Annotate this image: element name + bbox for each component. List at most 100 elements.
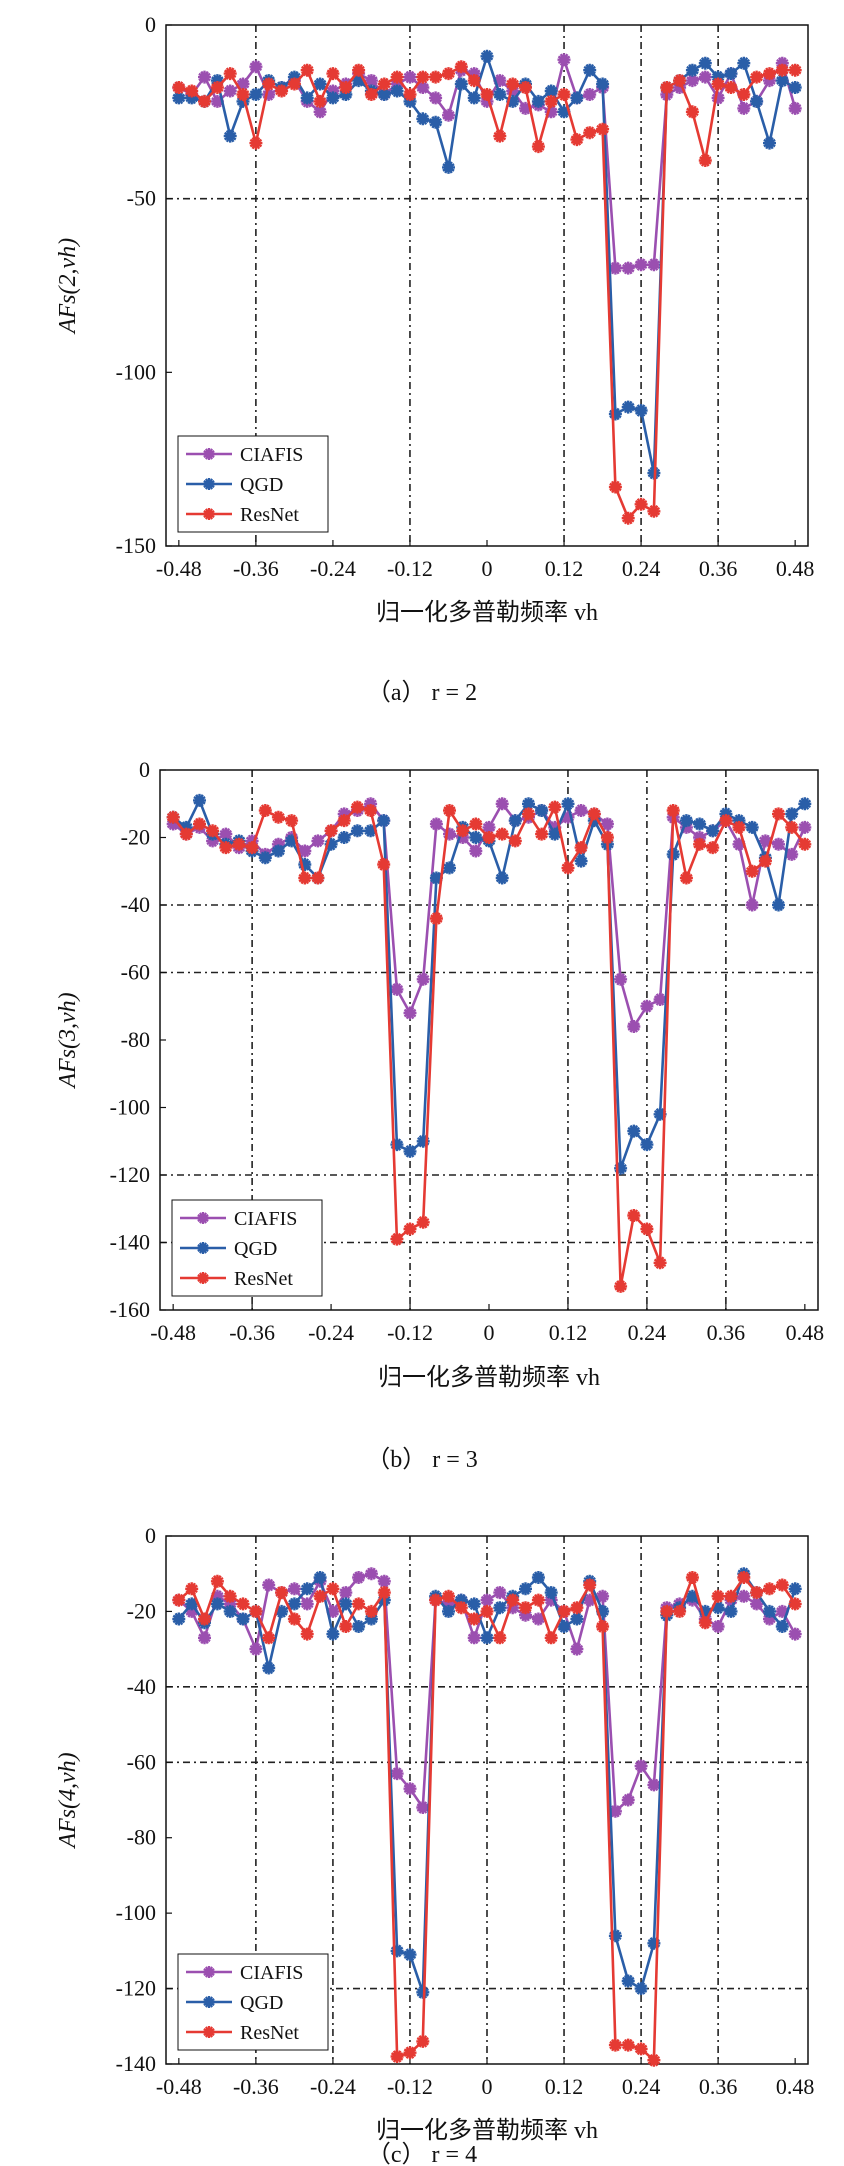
legend-label: CIAFIS: [234, 1208, 297, 1230]
data-point: [775, 74, 789, 88]
data-point: [653, 1256, 667, 1270]
data-point: [326, 1604, 340, 1618]
data-point: [493, 1601, 507, 1615]
data-point: [763, 136, 776, 150]
y-tick-label: -100: [116, 1900, 156, 1925]
data-point: [495, 827, 509, 841]
data-point: [772, 807, 785, 821]
data-point: [198, 1612, 211, 1626]
data-point: [775, 63, 789, 77]
data-point: [166, 817, 180, 831]
data-point: [339, 81, 353, 94]
data-point: [724, 1604, 738, 1618]
y-tick-label: -150: [116, 533, 156, 558]
data-point: [185, 1604, 199, 1618]
data-point: [608, 1929, 622, 1943]
data-point: [634, 404, 648, 417]
legend-label: QGD: [240, 1992, 283, 2014]
legend-marker: [197, 1212, 209, 1224]
data-point: [219, 827, 233, 841]
data-point: [732, 837, 746, 851]
y-tick-label: -140: [116, 2051, 156, 2076]
data-point: [634, 1982, 648, 1996]
data-point: [403, 88, 417, 101]
data-point: [508, 834, 522, 848]
data-point: [673, 81, 687, 94]
data-point: [210, 1589, 224, 1603]
data-point: [352, 63, 366, 77]
legend-label: ResNet: [234, 1268, 293, 1290]
data-point: [634, 1759, 648, 1773]
data-point: [285, 814, 299, 828]
x-tick-label: 0: [482, 2074, 493, 2099]
legend-item: CIAFIS: [186, 1962, 303, 1984]
y-tick-label: -100: [116, 359, 156, 384]
data-point: [775, 1620, 789, 1633]
legend-marker: [203, 448, 215, 460]
data-point: [390, 1767, 404, 1781]
data-point: [337, 831, 351, 844]
data-point: [627, 1209, 641, 1222]
data-point: [608, 2038, 622, 2052]
data-point: [262, 1661, 276, 1675]
data-point: [519, 1582, 532, 1596]
data-point: [350, 824, 364, 838]
data-point: [685, 105, 699, 119]
legend-marker: [197, 1242, 209, 1254]
data-point: [403, 1222, 417, 1236]
data-point: [324, 837, 338, 851]
data-point: [236, 1612, 250, 1626]
data-point: [482, 820, 496, 834]
data-point: [185, 1597, 199, 1611]
data-point: [480, 1631, 494, 1645]
data-point: [429, 91, 443, 105]
data-point: [557, 1620, 571, 1633]
data-point: [719, 814, 733, 828]
data-point: [193, 793, 206, 807]
data-point: [763, 1604, 776, 1618]
data-point: [763, 74, 776, 88]
data-point: [634, 258, 648, 272]
data-point: [454, 60, 468, 74]
data-point: [298, 858, 312, 871]
data-point: [416, 70, 430, 84]
data-point: [574, 804, 588, 817]
data-point: [469, 844, 483, 858]
data-point: [249, 1604, 263, 1618]
y-tick-label: -40: [121, 892, 150, 917]
data-point: [206, 834, 220, 848]
data-point: [758, 854, 772, 868]
data-point: [223, 129, 237, 143]
data-point: [772, 898, 785, 912]
data-point: [583, 1578, 597, 1592]
data-point: [693, 831, 707, 844]
data-point: [206, 824, 220, 838]
data-point: [561, 797, 575, 811]
data-point: [390, 77, 404, 91]
data-point: [403, 1948, 417, 1962]
data-point: [685, 1589, 699, 1603]
data-point: [442, 160, 455, 174]
data-point: [324, 824, 338, 838]
legend-marker: [203, 2026, 215, 2038]
data-point: [587, 814, 601, 828]
data-point: [640, 1138, 654, 1152]
data-point: [621, 261, 635, 275]
data-point: [313, 94, 327, 108]
data-point: [698, 70, 712, 84]
data-point: [442, 67, 455, 81]
data-point: [403, 70, 417, 84]
data-point: [522, 797, 535, 811]
data-point: [350, 800, 364, 814]
data-point: [275, 1604, 289, 1618]
data-point: [544, 105, 558, 119]
data-point: [519, 81, 532, 94]
data-point: [698, 56, 712, 70]
data-point: [698, 154, 712, 167]
y-axis-label: AFs(3,vh): [55, 992, 81, 1089]
data-point: [416, 1985, 430, 1999]
data-point: [557, 1604, 571, 1618]
data-point: [326, 67, 340, 81]
data-point: [522, 807, 535, 821]
data-point: [300, 1597, 314, 1611]
